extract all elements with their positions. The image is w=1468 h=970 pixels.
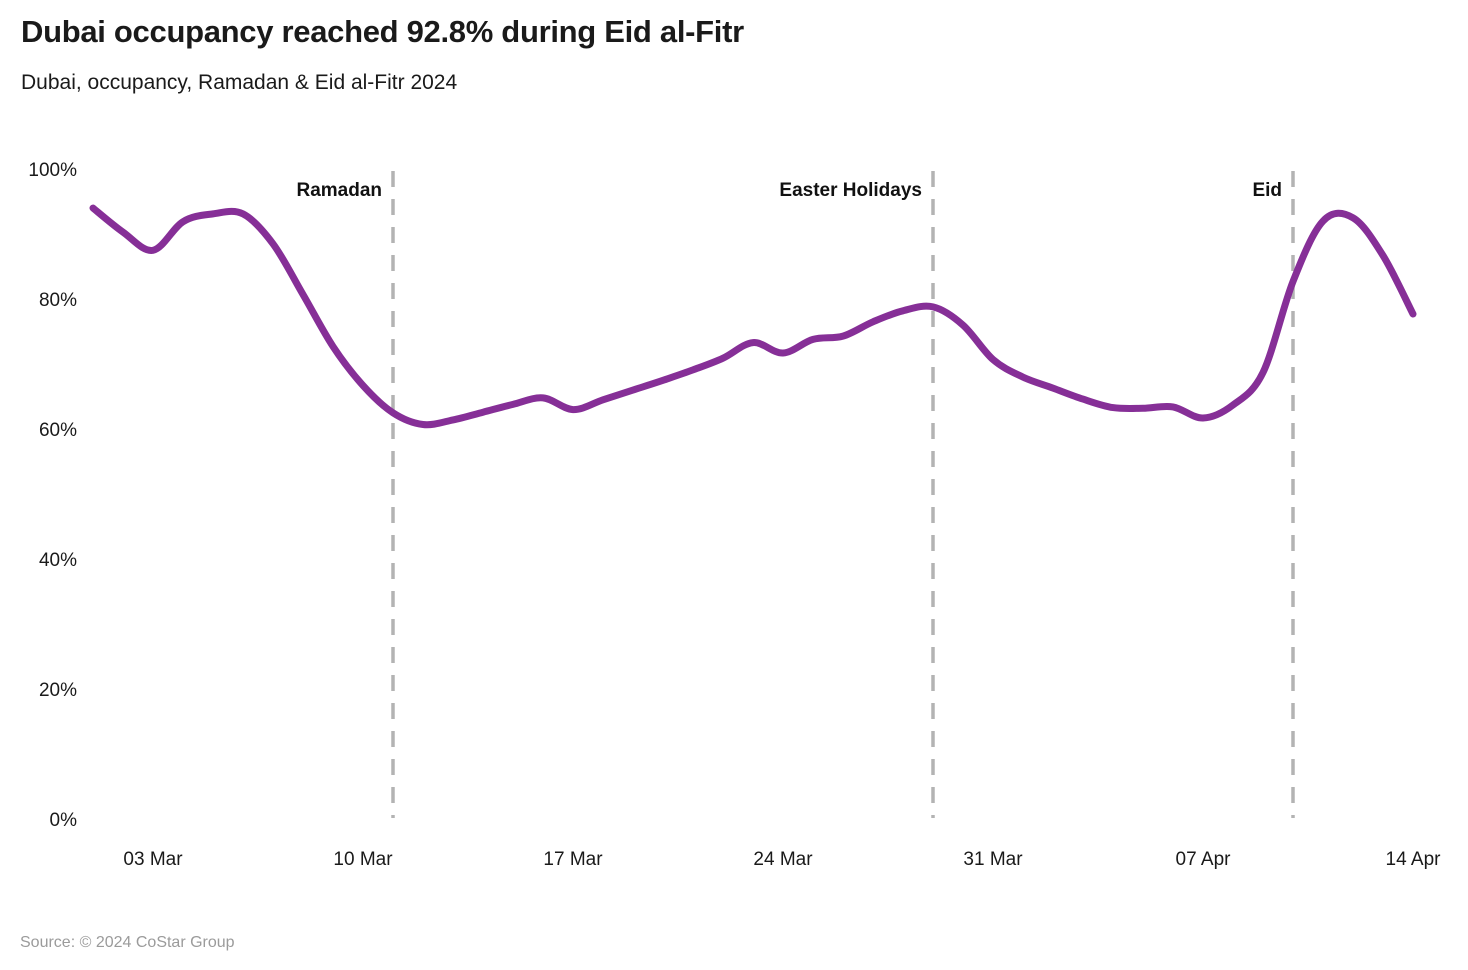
y-tick-label: 0% [49,810,77,831]
event-label: Ramadan [296,180,382,201]
y-tick-label: 60% [38,420,77,441]
y-tick-label: 20% [38,680,77,701]
x-tick-label: 31 Mar [963,849,1023,870]
event-label: Eid [1252,180,1282,201]
x-tick-label: 17 Mar [543,849,603,870]
y-tick-label: 40% [38,550,77,571]
x-tick-label: 03 Mar [123,849,183,870]
source-note: Source: © 2024 CoStar Group [20,934,235,951]
x-tick-label: 10 Mar [333,849,393,870]
x-tick-label: 14 Apr [1385,849,1441,870]
x-tick-label: 24 Mar [753,849,813,870]
chart-title: Dubai occupancy reached 92.8% during Eid… [21,14,744,49]
x-tick-label: 07 Apr [1175,849,1231,870]
occupancy-line [89,204,1417,429]
event-lines-group [391,171,1295,818]
event-label: Easter Holidays [779,180,922,201]
y-tick-label: 100% [28,160,77,181]
chart-subtitle: Dubai, occupancy, Ramadan & Eid al-Fitr … [21,71,458,94]
y-tick-label: 80% [38,290,77,311]
